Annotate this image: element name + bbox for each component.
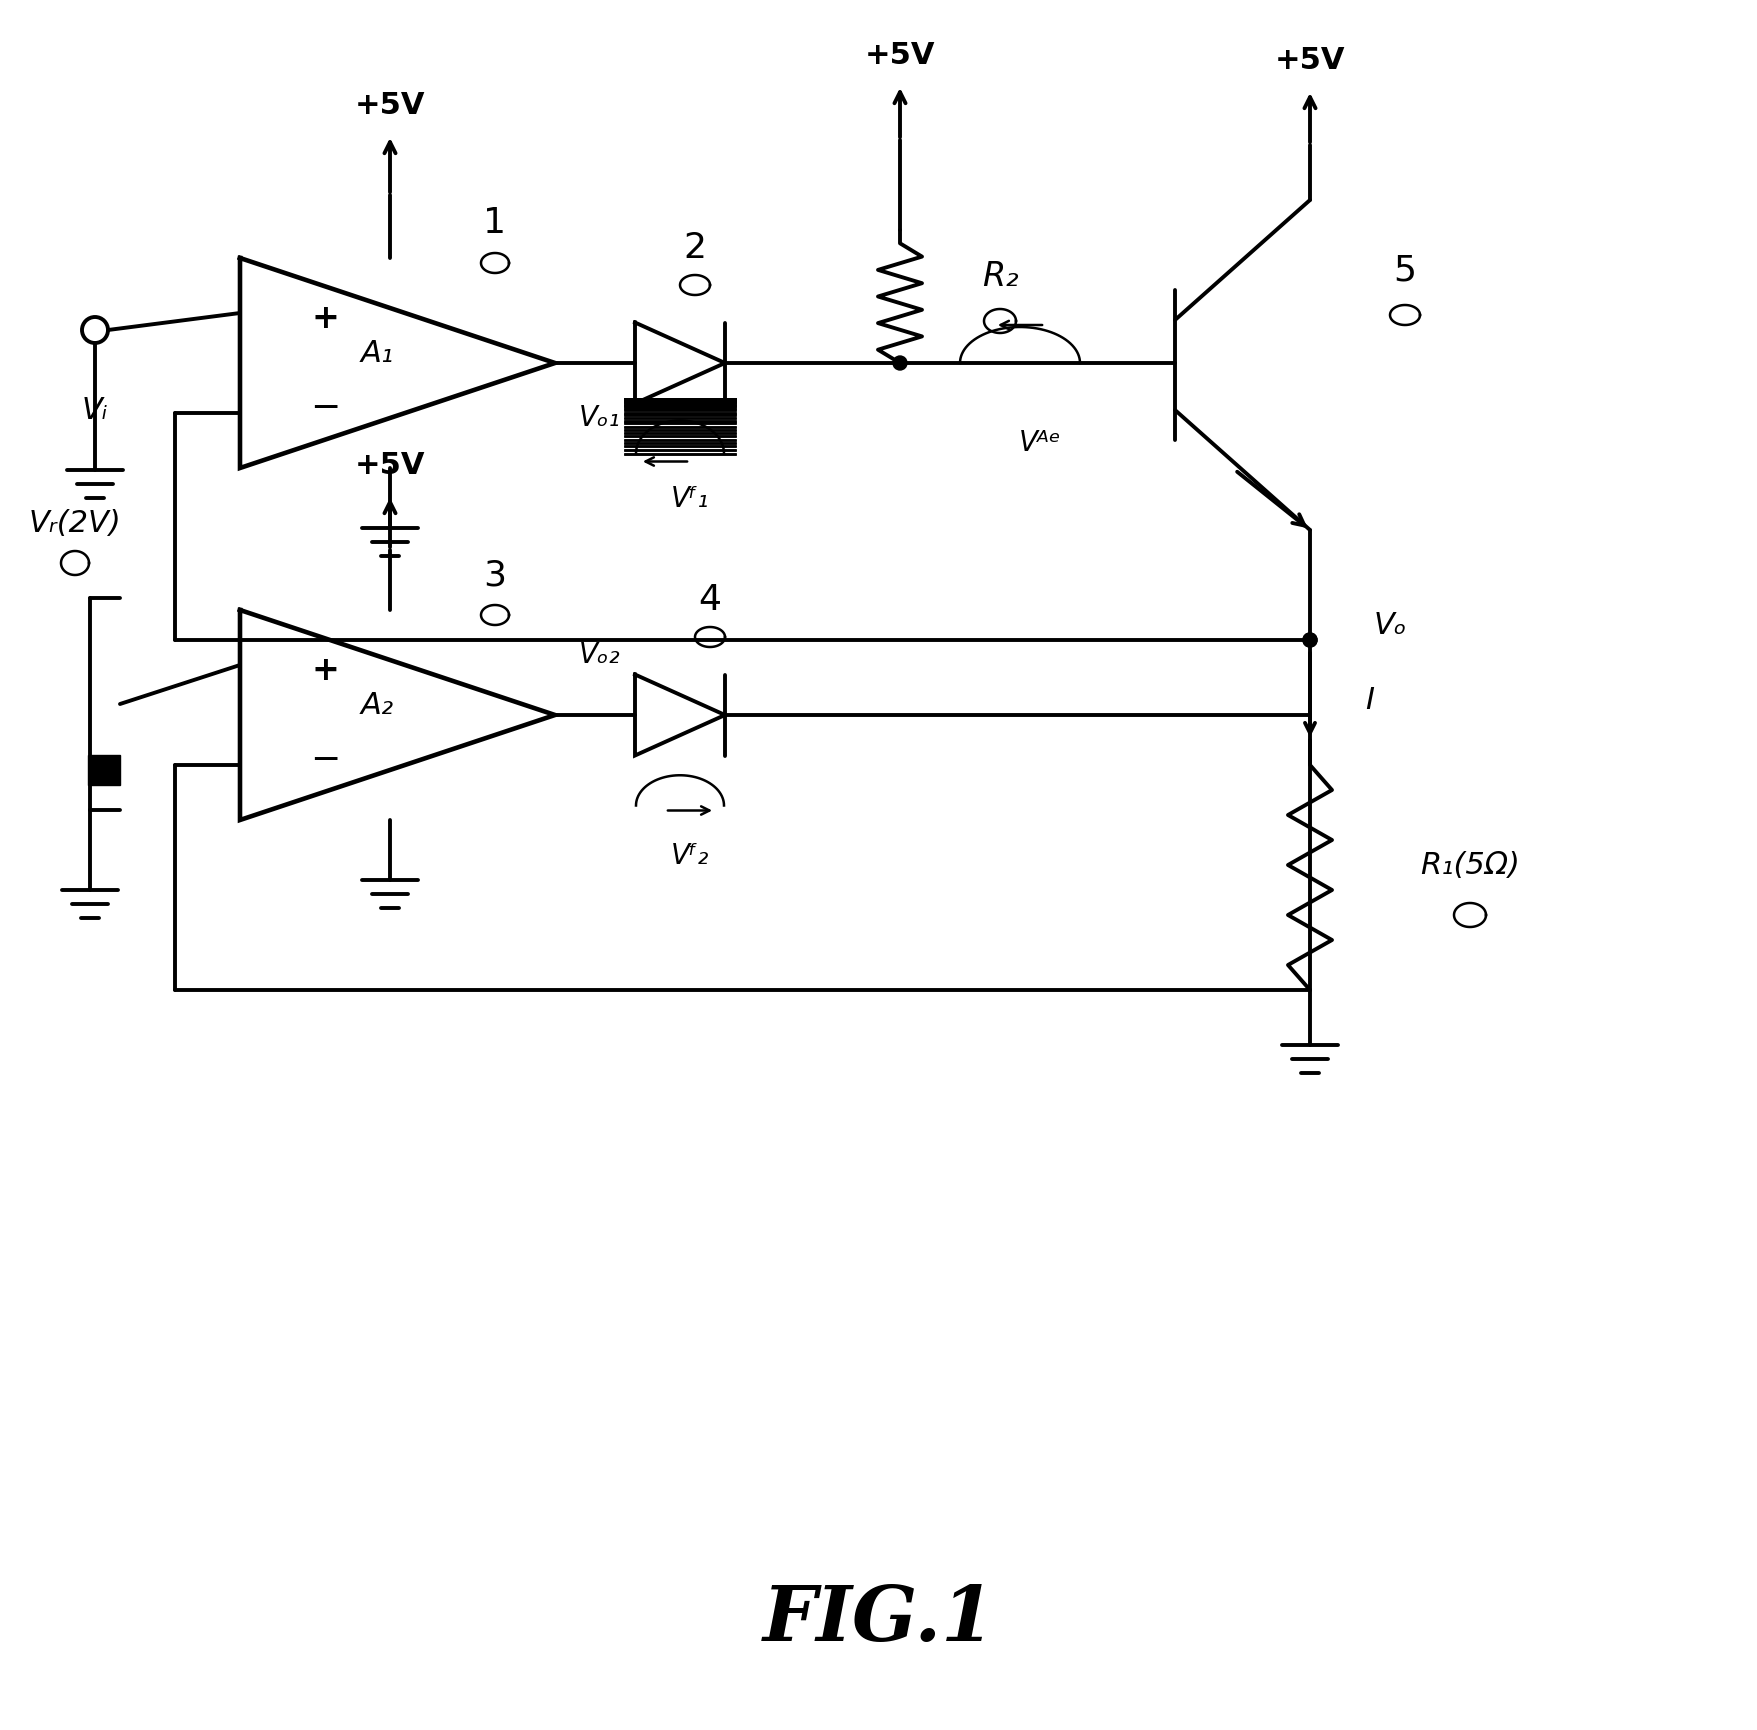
Text: −: −	[309, 742, 339, 777]
Text: Vₒ: Vₒ	[1372, 611, 1406, 640]
Text: I: I	[1365, 685, 1374, 714]
Text: +: +	[311, 654, 339, 687]
Text: 5: 5	[1393, 253, 1416, 287]
Text: 4: 4	[698, 583, 720, 618]
Circle shape	[1302, 633, 1316, 647]
Circle shape	[893, 356, 907, 370]
Text: 1: 1	[483, 206, 506, 240]
Text: A₂: A₂	[360, 690, 394, 720]
Text: R₂: R₂	[980, 260, 1017, 292]
Text: Vₒ₁: Vₒ₁	[578, 405, 620, 432]
Polygon shape	[88, 754, 119, 785]
Text: −: −	[309, 391, 339, 426]
Circle shape	[1302, 633, 1316, 647]
Text: 3: 3	[483, 559, 506, 592]
Text: Vᶠ₂: Vᶠ₂	[671, 841, 708, 870]
Text: A₁: A₁	[360, 339, 394, 367]
Text: Vᵢ: Vᵢ	[83, 396, 109, 424]
Text: +5V: +5V	[864, 40, 935, 69]
Text: R₁(5Ω): R₁(5Ω)	[1420, 851, 1520, 879]
Text: +: +	[311, 301, 339, 334]
Text: 2: 2	[683, 232, 706, 265]
Text: Vᴬᵉ: Vᴬᵉ	[1017, 429, 1061, 457]
Text: +5V: +5V	[355, 90, 425, 119]
Text: Vᶠ₁: Vᶠ₁	[671, 484, 708, 512]
Text: Vᵣ(2V): Vᵣ(2V)	[28, 509, 121, 538]
Text: +5V: +5V	[1274, 45, 1344, 74]
Text: FIG.1: FIG.1	[763, 1583, 994, 1657]
Text: +5V: +5V	[355, 450, 425, 479]
Text: Vₒ₂: Vₒ₂	[578, 642, 620, 670]
